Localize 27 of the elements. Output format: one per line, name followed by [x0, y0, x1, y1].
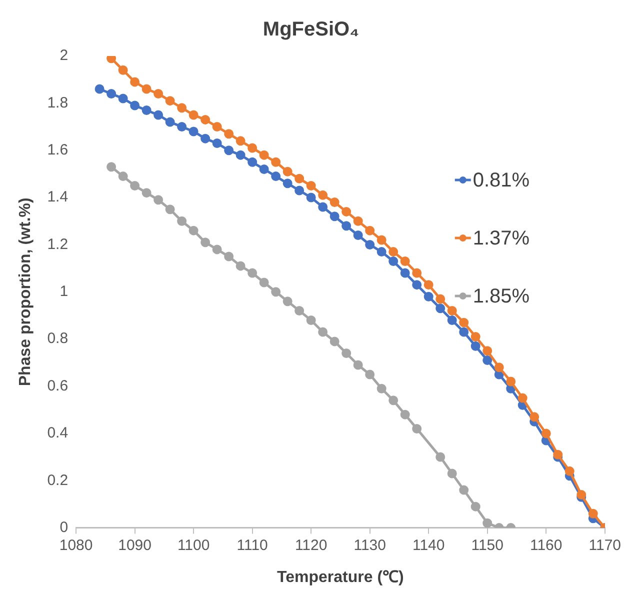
x-tick-label: 1170 [588, 536, 622, 554]
y-tick-label: 0.6 [47, 377, 68, 394]
y-tick-label: 1 [60, 283, 68, 300]
y-tick-label: 1.8 [47, 94, 68, 112]
x-tick-label: 1140 [412, 536, 445, 554]
y-tick-label: 0.2 [47, 472, 68, 489]
legend-label: 0.81% [472, 170, 530, 192]
y-tick-label: 1.2 [47, 236, 68, 253]
x-tick-label: 1130 [354, 536, 386, 554]
y-tick-label: 0.8 [47, 330, 68, 348]
legend-label: 1.85% [472, 286, 530, 308]
y-tick-label: 0.4 [47, 424, 68, 442]
x-tick-label: 1120 [294, 536, 328, 554]
legend-label: 1.37% [472, 228, 530, 250]
y-tick-label: 1.4 [47, 188, 68, 206]
y-tick-label: 0 [60, 518, 68, 536]
x-tick-label: 1100 [177, 536, 210, 554]
y-axis-title: Phase proportion, (wt.%) [17, 198, 34, 386]
x-axis-title: Temperature (℃) [277, 568, 404, 586]
x-tick-label: 1160 [530, 536, 562, 554]
y-tick-label: 2 [60, 47, 68, 64]
x-tick-label: 1150 [471, 536, 504, 554]
x-tick-label: 1080 [59, 536, 93, 554]
x-tick-label: 1090 [118, 536, 152, 554]
chart-title: MgFeSiO₄ [262, 18, 360, 41]
y-tick-label: 1.6 [47, 142, 68, 158]
x-tick-label: 1110 [236, 536, 268, 554]
